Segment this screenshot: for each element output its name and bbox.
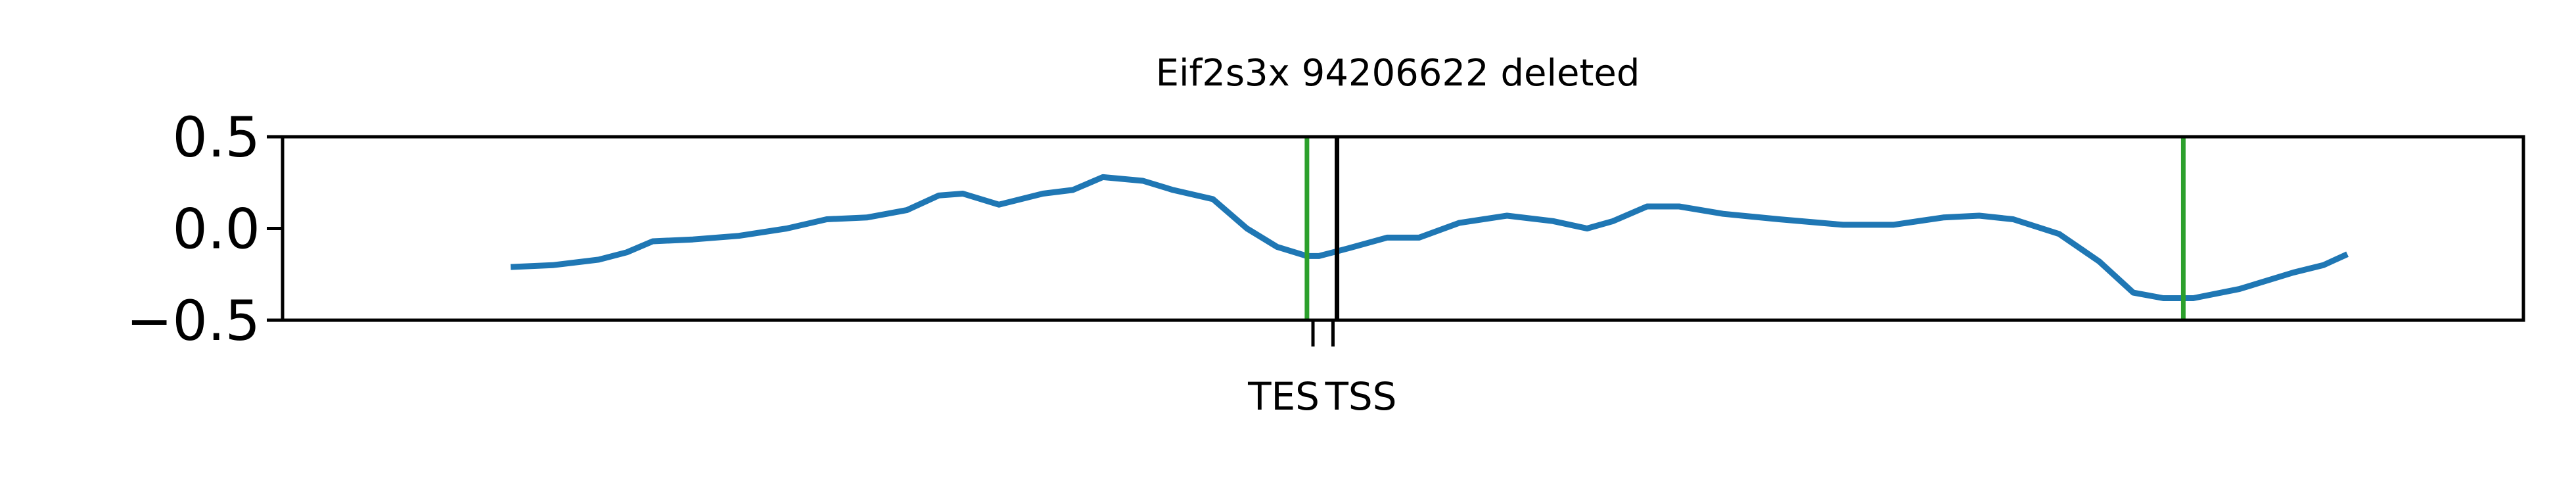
y-tick-label-1: 0.0 bbox=[172, 197, 260, 262]
chart-title: Eif2s3x 94206622 deleted bbox=[1156, 52, 1640, 95]
y-tick-label-2: −0.5 bbox=[126, 289, 260, 353]
y-tick-label-0: 0.5 bbox=[172, 105, 260, 170]
plot-area: 0.5 0.0 −0.5 TES TSS bbox=[126, 105, 2525, 419]
series-line-0 bbox=[510, 174, 2349, 301]
x-tick-label-tes: TES bbox=[1247, 374, 1320, 419]
x-tick-label-tss: TSS bbox=[1324, 374, 1396, 419]
